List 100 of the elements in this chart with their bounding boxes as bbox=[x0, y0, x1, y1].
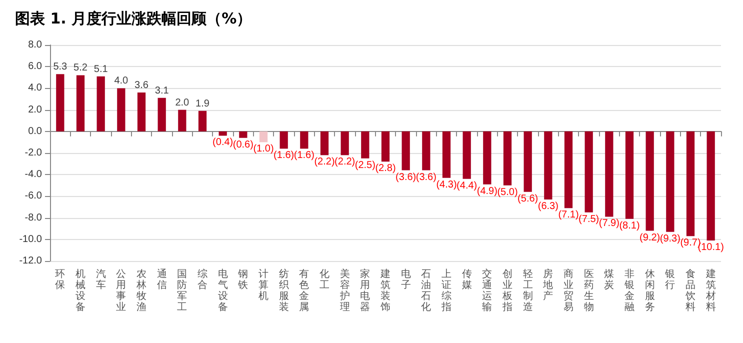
data-label: (2.2) bbox=[314, 156, 335, 168]
x-tick-label: 化工 bbox=[320, 268, 330, 291]
y-tick-label: 6.0 bbox=[28, 61, 42, 72]
data-label: (9.3) bbox=[660, 233, 680, 244]
bar bbox=[544, 131, 552, 200]
x-tick-label: 农林牧渔 bbox=[136, 269, 146, 313]
bar bbox=[158, 98, 166, 132]
data-label: 5.1 bbox=[94, 64, 108, 75]
bar bbox=[706, 131, 715, 240]
bar bbox=[605, 131, 614, 217]
data-label: 3.1 bbox=[154, 85, 170, 96]
x-tick-label: 房地产 bbox=[542, 268, 554, 302]
x-tick-label: 电气设备 bbox=[218, 268, 228, 313]
bar bbox=[584, 131, 593, 212]
bar bbox=[137, 92, 146, 132]
x-tick-label: 创业板指 bbox=[502, 268, 512, 313]
bar bbox=[483, 131, 492, 184]
data-label: (7.1) bbox=[558, 210, 579, 221]
x-tick-label: 环保 bbox=[55, 269, 66, 291]
data-label: (4.3) bbox=[436, 179, 457, 190]
y-tick-label: 8.0 bbox=[28, 40, 42, 50]
bar bbox=[666, 131, 674, 232]
data-label: (7.5) bbox=[578, 214, 600, 225]
chart-title: 图表 1. 月度行业涨跌幅回顾（%） bbox=[15, 10, 252, 28]
bar bbox=[178, 110, 186, 132]
x-tick-label: 传媒 bbox=[462, 269, 472, 291]
x-tick-label: 家用电器 bbox=[360, 268, 370, 313]
bar bbox=[76, 75, 85, 132]
x-tick-label: 有色金属 bbox=[299, 268, 310, 313]
y-tick-label: -10.0 bbox=[19, 234, 42, 245]
bar bbox=[280, 131, 288, 149]
x-tick-label: 公用事业 bbox=[116, 268, 126, 313]
bar bbox=[564, 131, 573, 208]
bar bbox=[300, 131, 308, 149]
data-label: (1.0) bbox=[253, 144, 274, 155]
y-tick-label: -4.0 bbox=[24, 169, 42, 180]
bar bbox=[259, 131, 268, 142]
x-tick-label: 上证综指 bbox=[440, 268, 452, 313]
x-tick-label: 国防军工 bbox=[177, 269, 188, 313]
bar bbox=[402, 131, 410, 170]
data-label: (0.6) bbox=[232, 139, 254, 150]
bar bbox=[686, 131, 695, 236]
x-tick-label: 计算机 bbox=[258, 268, 268, 302]
x-tick-label: 汽车 bbox=[96, 268, 106, 291]
x-tick-label: 煤炭 bbox=[604, 268, 614, 291]
data-label: (1.6) bbox=[274, 150, 294, 162]
data-label: (9.2) bbox=[640, 232, 660, 244]
x-tick-label: 交通运输 bbox=[482, 268, 492, 313]
x-tick-label: 美容护理 bbox=[338, 268, 350, 313]
data-label: (3.6) bbox=[416, 172, 436, 183]
x-tick-label: 通信 bbox=[156, 268, 167, 291]
data-label: (2.5) bbox=[354, 160, 376, 171]
y-tick-label: 2.0 bbox=[28, 104, 42, 116]
data-label: (5.0) bbox=[497, 186, 518, 198]
data-label: (1.6) bbox=[294, 150, 314, 162]
bar bbox=[462, 131, 471, 179]
bar bbox=[320, 131, 329, 156]
x-tick-label: 建筑材料 bbox=[704, 268, 716, 313]
x-tick-label: 非银金融 bbox=[624, 268, 634, 313]
x-tick-label: 电子 bbox=[400, 268, 411, 291]
bar bbox=[646, 131, 654, 231]
data-label: (8.1) bbox=[619, 220, 640, 232]
data-label: (3.6) bbox=[396, 172, 416, 183]
x-tick-label: 银行 bbox=[664, 269, 676, 291]
bar bbox=[381, 131, 390, 162]
data-label: 1.9 bbox=[196, 98, 210, 110]
bar bbox=[503, 131, 512, 186]
data-label: (6.3) bbox=[538, 200, 558, 212]
y-tick-label: 0.0 bbox=[28, 126, 42, 137]
x-tick-label: 纺织服装 bbox=[278, 268, 289, 313]
bar bbox=[442, 131, 451, 178]
data-label: (4.4) bbox=[456, 180, 478, 192]
y-tick-label: -12.0 bbox=[19, 256, 42, 266]
y-tick-label: -2.0 bbox=[24, 148, 42, 158]
data-label: (2.2) bbox=[334, 156, 356, 168]
y-tick-label: -8.0 bbox=[24, 212, 42, 224]
data-label: 5.2 bbox=[74, 62, 88, 74]
bar bbox=[218, 131, 227, 136]
bar bbox=[361, 131, 370, 158]
y-tick-label: -6.0 bbox=[24, 190, 42, 202]
data-label: (2.8) bbox=[375, 163, 396, 174]
x-tick-label: 钢铁 bbox=[237, 269, 248, 291]
x-tick-label: 综合 bbox=[198, 268, 208, 291]
bar bbox=[625, 131, 634, 219]
x-tick-label: 休闲服务 bbox=[644, 269, 655, 313]
x-tick-label: 机械设备 bbox=[76, 268, 86, 313]
data-label: 5.3 bbox=[53, 62, 68, 73]
bar bbox=[422, 131, 430, 170]
data-label: (0.4) bbox=[212, 137, 234, 148]
bar bbox=[56, 74, 64, 132]
bar bbox=[524, 131, 532, 192]
bar bbox=[239, 131, 248, 138]
data-label: 3.6 bbox=[134, 80, 149, 92]
bar bbox=[96, 76, 105, 132]
data-label: (7.9) bbox=[598, 218, 620, 230]
data-label: 4.0 bbox=[114, 76, 129, 87]
x-tick-label: 石油石化 bbox=[421, 269, 432, 313]
x-tick-label: 医药生物 bbox=[584, 269, 594, 313]
x-tick-label: 商业贸易 bbox=[564, 268, 574, 313]
y-tick-label: 4.0 bbox=[28, 82, 42, 94]
